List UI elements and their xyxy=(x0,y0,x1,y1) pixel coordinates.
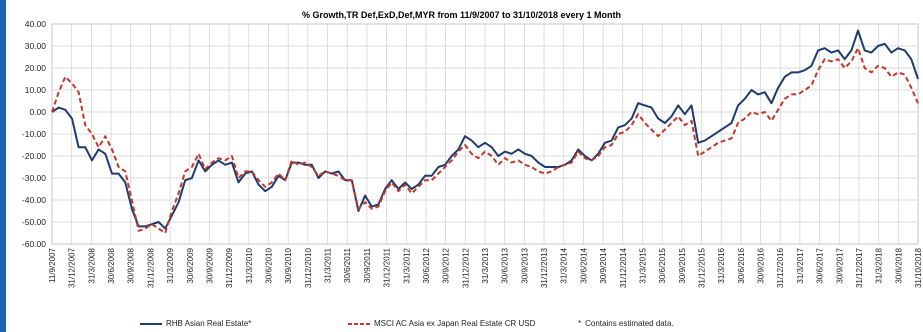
x-tick-label: 31/12/2009 xyxy=(225,247,234,288)
y-tick-label: 20.00 xyxy=(25,63,47,73)
legend-label-msci: MSCI AC Asia ex Japan Real Estate CR USD xyxy=(374,319,536,328)
x-tick-label: 30/9/2017 xyxy=(835,247,844,283)
x-tick-label: 30/9/2010 xyxy=(284,247,293,283)
legend-item-msci: MSCI AC Asia ex Japan Real Estate CR USD xyxy=(348,319,535,328)
y-axis: 40.00 30.00 20.00 10.00 0.00 -10.00 -20.00 -30.… xyxy=(22,19,46,249)
x-tick-label: 30/6/2011 xyxy=(343,247,352,283)
x-tick-label: 31/12/2017 xyxy=(855,247,864,288)
x-tick-label: 30/9/2015 xyxy=(678,247,687,283)
x-tick-label: 31/3/2010 xyxy=(245,247,254,283)
x-tick-label: 31/12/2011 xyxy=(383,247,392,287)
y-tick-label: 40.00 xyxy=(25,19,47,29)
gridlines xyxy=(51,23,919,245)
x-tick-label: 31/3/2015 xyxy=(638,247,647,283)
x-tick-label: 30/6/2016 xyxy=(737,247,746,283)
y-tick-label: -50.00 xyxy=(22,217,46,227)
y-tick-label: 30.00 xyxy=(25,41,47,51)
x-tick-label: 11/9/2007 xyxy=(48,247,57,283)
y-tick-label: -20.00 xyxy=(22,151,46,161)
x-tick-label: 30/6/2012 xyxy=(422,247,431,283)
left-accent-bar xyxy=(0,0,6,332)
x-tick-label: 31/3/2011 xyxy=(324,247,333,283)
legend-item-rhb: RHB Asian Real Estate* xyxy=(140,319,251,328)
y-tick-label: -60.00 xyxy=(22,239,46,249)
chart-title: % Growth,TR Def,ExD,Def,MYR from 11/9/20… xyxy=(301,10,622,20)
y-tick-label: -10.00 xyxy=(22,129,46,139)
x-tick-label: 30/6/2010 xyxy=(265,247,274,283)
legend-footnote: * Contains estimated data. xyxy=(578,319,674,328)
footnote-text: Contains estimated data. xyxy=(585,319,674,328)
x-tick-label: 31/10/2018 xyxy=(914,247,923,288)
x-tick-label: 31/3/2009 xyxy=(166,247,175,283)
x-tick-label: 31/3/2012 xyxy=(402,247,411,283)
x-tick-label: 30/6/2009 xyxy=(186,247,195,283)
x-tick-label: 31/3/2008 xyxy=(87,247,96,283)
series-line-rhb xyxy=(51,29,919,230)
series-lines xyxy=(51,29,919,234)
x-tick-label: 31/12/2008 xyxy=(146,247,155,288)
x-tick-label: 31/12/2015 xyxy=(698,247,707,288)
x-tick-label: 30/9/2009 xyxy=(205,247,214,283)
y-tick-label: -40.00 xyxy=(22,195,46,205)
y-tick-label: 10.00 xyxy=(25,85,47,95)
x-tick-label: 30/6/2017 xyxy=(816,247,825,283)
x-tick-label: 31/12/2012 xyxy=(461,247,470,288)
x-tick-label: 31/12/2013 xyxy=(540,247,549,288)
footnote-star: * xyxy=(578,319,582,328)
x-tick-label: 31/3/2018 xyxy=(875,247,884,283)
x-tick-label: 31/3/2014 xyxy=(560,247,569,283)
y-tick-label: -30.00 xyxy=(22,173,46,183)
x-tick-label: 30/6/2014 xyxy=(579,247,588,283)
x-tick-label: 30/9/2013 xyxy=(520,247,529,283)
x-tick-label: 30/6/2013 xyxy=(501,247,510,283)
x-tick-label: 31/12/2007 xyxy=(68,247,77,288)
x-tick-label: 30/6/2015 xyxy=(658,247,667,283)
x-tick-label: 31/3/2017 xyxy=(796,247,805,283)
x-tick-label: 30/6/2008 xyxy=(107,247,116,283)
x-tick-label: 30/6/2018 xyxy=(894,247,903,283)
x-tick-label: 30/9/2016 xyxy=(757,247,766,283)
x-tick-label: 31/12/2010 xyxy=(304,247,313,288)
x-tick-label: 31/3/2016 xyxy=(717,247,726,283)
x-tick-label: 30/9/2014 xyxy=(599,247,608,283)
y-tick-label: 0.00 xyxy=(29,107,46,117)
x-tick-label: 31/12/2016 xyxy=(776,247,785,288)
x-axis: 11/9/2007 31/12/2007 31/3/2008 30/6/2008 30/… xyxy=(48,247,923,288)
x-tick-label: 31/3/2013 xyxy=(481,247,490,283)
series-line-msci xyxy=(51,47,919,234)
x-tick-label: 30/9/2012 xyxy=(442,247,451,283)
x-tick-label: 30/9/2008 xyxy=(127,247,136,283)
x-tick-label: 31/12/2014 xyxy=(619,247,628,288)
x-tick-label: 30/9/2011 xyxy=(363,247,372,283)
legend-label-rhb: RHB Asian Real Estate* xyxy=(166,319,252,328)
